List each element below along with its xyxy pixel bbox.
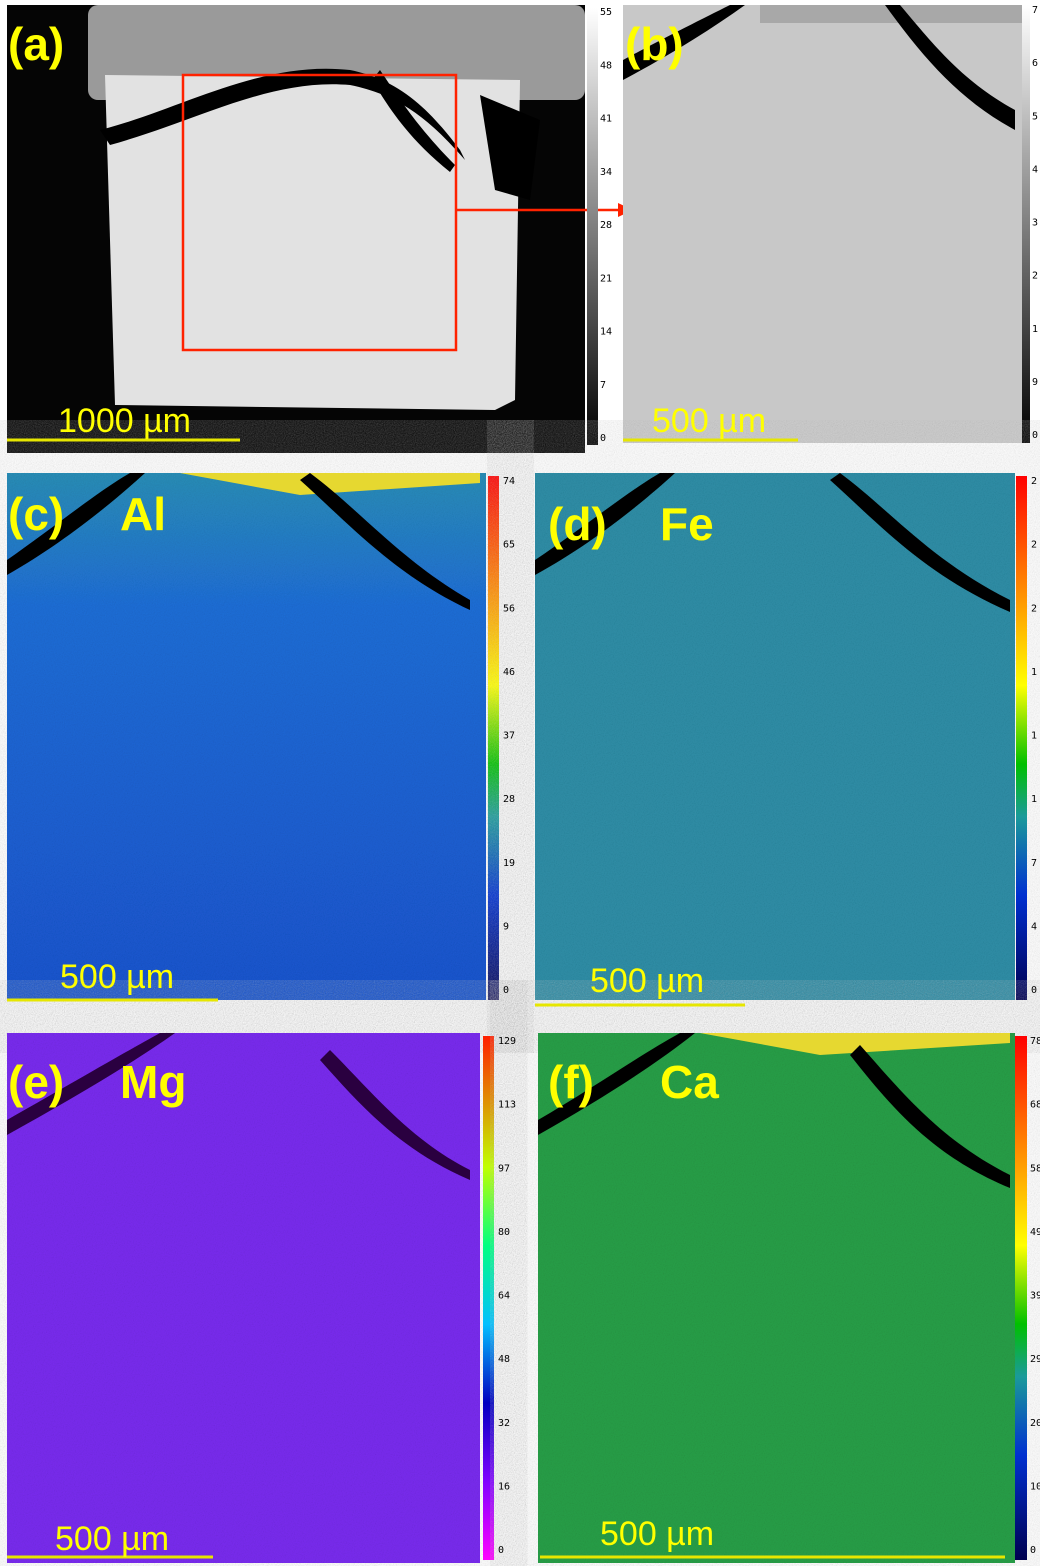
scale-bar-label: 500 µm bbox=[60, 958, 174, 996]
scale-bar-label: 1000 µm bbox=[58, 402, 191, 440]
element-label: Al bbox=[120, 488, 166, 540]
panel-a-image bbox=[7, 5, 633, 453]
colorbar-tick-label: 2 bbox=[1031, 603, 1037, 614]
element-label: Ca bbox=[660, 1056, 719, 1108]
colorbar-tick-label: 1 bbox=[1031, 667, 1037, 678]
colorbar-tick-label: 64 bbox=[498, 1291, 510, 1302]
colorbar-tick-label: 7 bbox=[1032, 5, 1038, 16]
colorbar-tick-label: 55 bbox=[600, 7, 612, 18]
colorbar-tick-label: 65 bbox=[503, 540, 515, 551]
colorbar-tick-label: 2 bbox=[1031, 476, 1037, 487]
colorbar-tick-label: 41 bbox=[600, 114, 612, 125]
panel-label: (c) bbox=[8, 488, 64, 540]
colorbar-tick-label: 34 bbox=[600, 167, 612, 178]
colorbar-tick-label: 5 bbox=[1032, 111, 1038, 122]
colorbar-tick-label: 9 bbox=[1032, 377, 1038, 388]
colorbar-tick-label: 20 bbox=[1030, 1418, 1040, 1429]
colorbar-tick-label: 68 bbox=[1030, 1100, 1040, 1111]
colorbar-tick-label: 1 bbox=[1031, 794, 1037, 805]
colorbar-tick-label: 37 bbox=[503, 731, 515, 742]
panel-label: (f) bbox=[548, 1056, 594, 1108]
colorbar-tick-label: 1 bbox=[1032, 324, 1038, 335]
colorbar-tick-label: 7 bbox=[600, 380, 606, 391]
scale-bar-label: 500 µm bbox=[600, 1515, 714, 1553]
colorbar-tick-label: 7 bbox=[1031, 858, 1037, 869]
colorbar-tick-label: 129 bbox=[498, 1036, 516, 1047]
colorbar-tick-label: 48 bbox=[498, 1354, 510, 1365]
colorbar-tick-label: 4 bbox=[1032, 164, 1038, 175]
colorbar-tick-label: 0 bbox=[1030, 1545, 1036, 1556]
colorbar-tick-label: 49 bbox=[1030, 1227, 1040, 1238]
element-label: Fe bbox=[660, 498, 714, 550]
colorbar-tick-label: 29 bbox=[1030, 1354, 1040, 1365]
colorbar-tick-label: 0 bbox=[1031, 985, 1037, 996]
colorbar-tick-label: 21 bbox=[600, 273, 612, 284]
colorbar-tick-label: 0 bbox=[1032, 430, 1038, 441]
colorbar-tick-label: 113 bbox=[498, 1100, 516, 1111]
colorbar-tick-label: 28 bbox=[600, 220, 612, 231]
panel-b-image bbox=[623, 5, 1030, 443]
colorbar-tick-label: 0 bbox=[503, 985, 509, 996]
colorbar-tick-label: 74 bbox=[503, 476, 515, 487]
colorbar-tick-label: 2 bbox=[1032, 271, 1038, 282]
colorbar-tick-label: 32 bbox=[498, 1418, 510, 1429]
colorbar-tick-label: 19 bbox=[503, 858, 515, 869]
colorbar-tick-label: 78 bbox=[1030, 1036, 1040, 1047]
panel-label: (a) bbox=[8, 18, 64, 70]
colorbar-tick-label: 39 bbox=[1030, 1291, 1040, 1302]
colorbar-tick-label: 80 bbox=[498, 1227, 510, 1238]
colorbar-tick-label: 56 bbox=[503, 603, 515, 614]
panel-d-image bbox=[535, 473, 1027, 1000]
panel-label: (d) bbox=[548, 498, 607, 550]
colorbar-tick-label: 58 bbox=[1030, 1163, 1040, 1174]
colorbar-tick-label: 3 bbox=[1032, 218, 1038, 229]
colorbar-tick-label: 0 bbox=[600, 433, 606, 444]
colorbar-tick-label: 97 bbox=[498, 1163, 510, 1174]
colorbar-tick-label: 4 bbox=[1031, 921, 1037, 932]
colorbar-tick-label: 28 bbox=[503, 794, 515, 805]
colorbar-tick-label: 14 bbox=[600, 327, 612, 338]
colorbar-tick-label: 2 bbox=[1031, 540, 1037, 551]
panel-c-image bbox=[7, 473, 499, 1000]
scale-bar-label: 500 µm bbox=[652, 402, 766, 440]
colorbar-tick-label: 1 bbox=[1031, 731, 1037, 742]
panel-f-image bbox=[538, 1033, 1027, 1563]
colorbar-tick-label: 0 bbox=[498, 1545, 504, 1556]
colorbar-tick-label: 9 bbox=[503, 921, 509, 932]
colorbar-tick-label: 48 bbox=[600, 60, 612, 71]
panel-label: (e) bbox=[8, 1056, 64, 1108]
colorbar-tick-label: 6 bbox=[1032, 58, 1038, 69]
scale-bar-label: 500 µm bbox=[590, 962, 704, 1000]
colorbar-tick-label: 16 bbox=[498, 1481, 510, 1492]
panel-label: (b) bbox=[625, 18, 684, 70]
colorbar-tick-label: 46 bbox=[503, 667, 515, 678]
panel-e-image bbox=[7, 1033, 494, 1563]
colorbar-tick-label: 10 bbox=[1030, 1481, 1040, 1492]
element-label: Mg bbox=[120, 1056, 186, 1108]
scale-bar-label: 500 µm bbox=[55, 1520, 169, 1558]
